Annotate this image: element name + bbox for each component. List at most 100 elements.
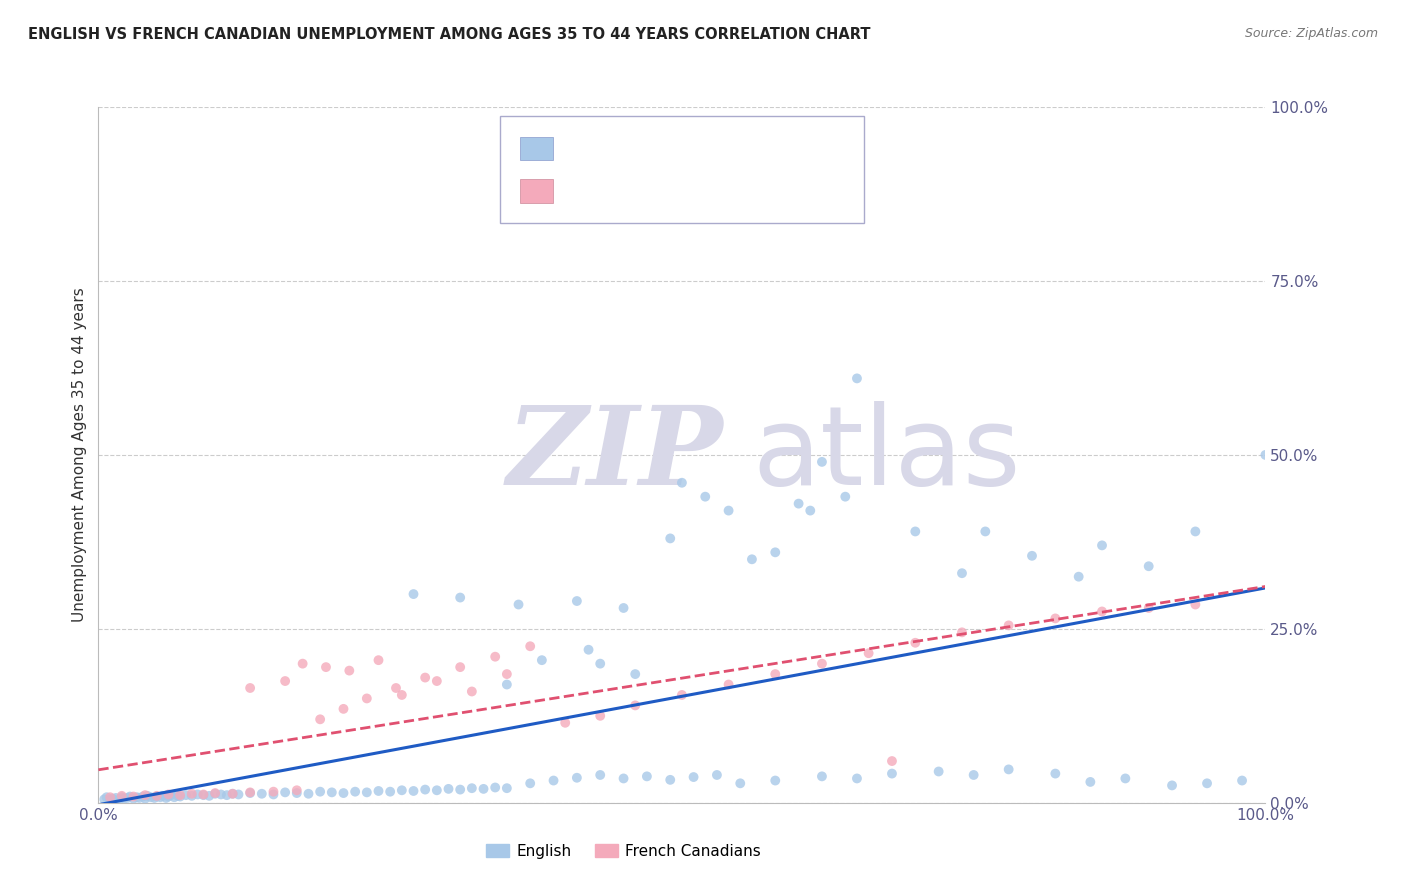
- Point: [221, 787, 243, 801]
- Point: [209, 788, 232, 802]
- Point: [834, 490, 856, 504]
- Point: [659, 532, 682, 546]
- Point: [811, 769, 834, 783]
- Point: [846, 772, 869, 786]
- Point: [402, 784, 425, 798]
- Text: N =: N =: [658, 184, 704, 199]
- Text: 0.634: 0.634: [603, 141, 654, 156]
- Point: [962, 768, 984, 782]
- Point: [143, 791, 166, 805]
- Point: [228, 788, 250, 802]
- Point: [811, 657, 834, 671]
- Point: [402, 587, 425, 601]
- Point: [118, 789, 141, 804]
- Point: [157, 788, 180, 802]
- Point: [787, 497, 810, 511]
- Point: [530, 653, 553, 667]
- Point: [461, 781, 484, 796]
- Point: [1137, 559, 1160, 574]
- Point: [763, 773, 786, 788]
- Point: [239, 786, 262, 800]
- Point: [1091, 538, 1114, 552]
- Point: [262, 788, 284, 802]
- Point: [332, 786, 354, 800]
- Point: [858, 646, 880, 660]
- Legend: English, French Canadians: English, French Canadians: [479, 838, 768, 864]
- Point: [180, 789, 202, 803]
- Point: [904, 524, 927, 539]
- Point: [169, 789, 191, 804]
- Point: [297, 787, 319, 801]
- Point: [1184, 598, 1206, 612]
- Point: [146, 789, 169, 803]
- Point: [496, 667, 519, 681]
- Point: [309, 785, 332, 799]
- Point: [104, 791, 127, 805]
- Point: [1195, 776, 1218, 790]
- Text: R =: R =: [567, 184, 600, 199]
- Point: [671, 475, 693, 490]
- Point: [706, 768, 728, 782]
- Point: [484, 649, 506, 664]
- Point: [484, 780, 506, 795]
- Point: [589, 657, 612, 671]
- Point: [811, 455, 834, 469]
- Point: [472, 781, 495, 796]
- Point: [717, 677, 740, 691]
- Point: [613, 601, 636, 615]
- Point: [332, 702, 354, 716]
- Text: ENGLISH VS FRENCH CANADIAN UNEMPLOYMENT AMONG AGES 35 TO 44 YEARS CORRELATION CH: ENGLISH VS FRENCH CANADIAN UNEMPLOYMENT …: [28, 27, 870, 42]
- Point: [613, 772, 636, 786]
- Point: [671, 688, 693, 702]
- Point: [122, 789, 145, 804]
- Point: [285, 783, 308, 797]
- Point: [554, 715, 576, 730]
- Point: [413, 671, 436, 685]
- Point: [274, 785, 297, 799]
- Point: [508, 598, 530, 612]
- Point: [904, 636, 927, 650]
- Point: [101, 791, 124, 805]
- Point: [928, 764, 950, 779]
- Point: [163, 790, 186, 805]
- Text: 48: 48: [699, 184, 720, 199]
- Point: [146, 789, 169, 804]
- Text: Source: ZipAtlas.com: Source: ZipAtlas.com: [1244, 27, 1378, 40]
- Point: [96, 790, 118, 805]
- Point: [157, 789, 180, 804]
- Point: [193, 788, 215, 802]
- Point: [239, 785, 262, 799]
- Point: [763, 545, 786, 559]
- Point: [1021, 549, 1043, 563]
- Point: [149, 790, 172, 805]
- Point: [98, 793, 121, 807]
- Point: [356, 785, 378, 799]
- Point: [380, 785, 402, 799]
- Point: [426, 674, 449, 689]
- Point: [309, 712, 332, 726]
- Point: [636, 769, 658, 783]
- Point: [315, 660, 337, 674]
- Point: [134, 788, 156, 802]
- Point: [367, 784, 389, 798]
- Point: [1045, 611, 1067, 625]
- Point: [112, 791, 135, 805]
- Point: [624, 698, 647, 713]
- Point: [880, 754, 903, 768]
- Point: [108, 792, 131, 806]
- Point: [132, 789, 155, 804]
- Point: [730, 776, 752, 790]
- Point: [1114, 772, 1136, 786]
- Point: [659, 772, 682, 787]
- Text: ZIP: ZIP: [508, 401, 724, 508]
- Point: [215, 788, 238, 802]
- Point: [344, 785, 367, 799]
- Point: [274, 674, 297, 689]
- Point: [169, 788, 191, 802]
- Point: [496, 781, 519, 796]
- Point: [134, 791, 156, 805]
- Text: R =: R =: [567, 141, 600, 156]
- Point: [367, 653, 389, 667]
- Point: [337, 664, 360, 678]
- Point: [624, 667, 647, 681]
